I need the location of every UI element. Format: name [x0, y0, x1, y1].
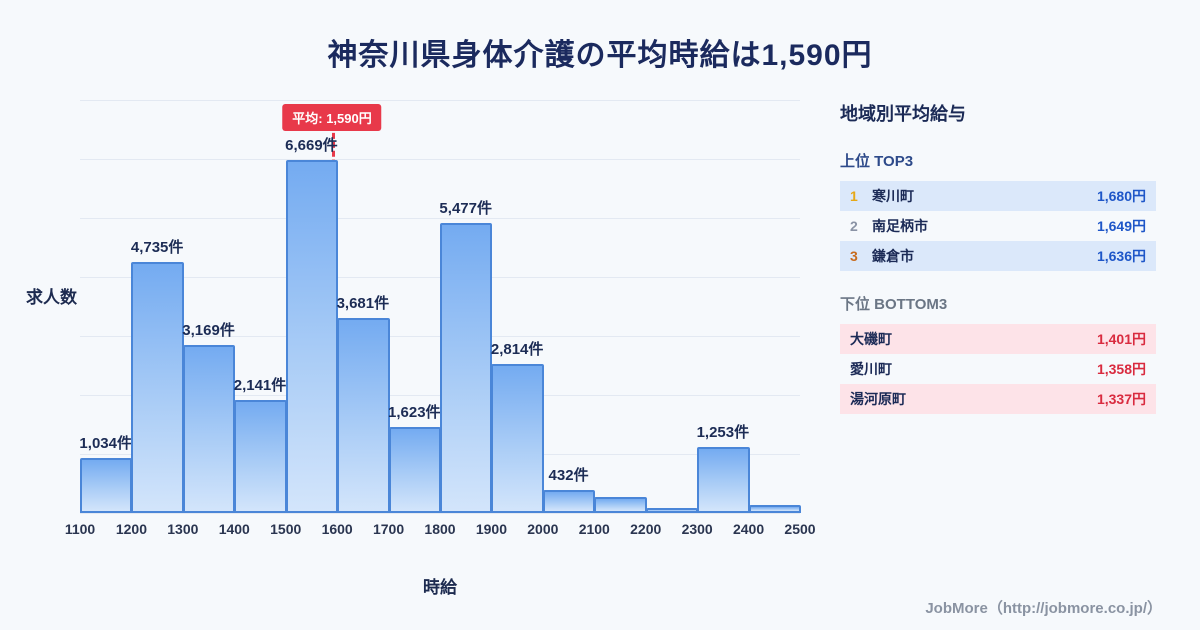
bar-value-label: 1,253件	[696, 423, 750, 441]
bar-value-label: 4,735件	[130, 239, 184, 257]
histogram-bar	[285, 159, 339, 513]
histogram-bar	[594, 497, 647, 513]
histogram-bar	[234, 399, 287, 513]
region-name: 寒川町	[872, 188, 914, 204]
x-axis-ticks: 1100 1200 1300 1400 1500 1600 1700 1800 1900 2000…	[65, 521, 816, 541]
region-name: 愛川町	[850, 361, 892, 377]
histogram-bar	[80, 458, 133, 513]
gridline	[80, 218, 800, 219]
x-axis-label: 時給	[423, 578, 457, 597]
top3-heading: 上位 TOP3	[840, 153, 914, 170]
rank-number: 3	[850, 248, 858, 264]
x-tick-label: 2100	[578, 521, 610, 537]
top3-table: 1 寒川町 1,680円 2 南足柄市 1,649円 3 鎌倉市 1,636円	[840, 181, 1156, 271]
credit-text: JobMore（http://jobmore.co.jp/）	[925, 600, 1162, 617]
rank-table-row: 大磯町 1,401円	[840, 324, 1156, 354]
region-name: 南足柄市	[872, 218, 928, 234]
region-wage-value: 1,358円	[1096, 361, 1146, 377]
rank-table-row: 湯河原町 1,337円	[840, 384, 1156, 414]
plot-area: 平均: 1,590円 1,034件 4,735件 3,169件 2,141件 6,669…	[79, 100, 801, 514]
region-wage-value: 1,636円	[1096, 248, 1146, 264]
histogram-bar	[645, 508, 699, 513]
bar-value-label: 1,034件	[79, 435, 132, 453]
rank-number: 1	[850, 188, 858, 204]
bottom3-heading: 下位 BOTTOM3	[840, 296, 948, 313]
rank-number: 2	[850, 218, 858, 234]
region-salary-panel: 地域別平均給与 上位 TOP3 1 寒川町 1,680円 2 南足柄市 1,649円 3 鎌倉…	[840, 100, 1156, 414]
x-tick-label: 1100	[64, 521, 96, 537]
rank-table-row: 1 寒川町 1,680円	[840, 181, 1156, 211]
x-tick-label: 2500	[784, 521, 816, 537]
gridline	[80, 159, 800, 160]
x-tick-label: 1900	[475, 521, 507, 537]
histogram-bar	[542, 490, 596, 513]
x-tick-label: 1300	[167, 521, 199, 537]
x-tick-label: 2000	[527, 521, 559, 537]
bar-value-label: 3,169件	[182, 322, 235, 340]
bar-value-label: 2,814件	[490, 341, 544, 359]
gridline	[80, 100, 800, 101]
histogram-bar	[337, 318, 390, 513]
x-tick-label: 2300	[681, 521, 713, 537]
region-wage-value: 1,680円	[1096, 188, 1146, 204]
rank-table-row: 3 鎌倉市 1,636円	[840, 241, 1156, 271]
rank-table-row: 2 南足柄市 1,649円	[840, 211, 1156, 241]
region-wage-value: 1,649円	[1096, 218, 1146, 234]
x-tick-label: 1800	[424, 521, 456, 537]
region-name: 大磯町	[850, 331, 892, 347]
bar-value-label: 3,681件	[336, 295, 390, 313]
x-tick-label: 1600	[321, 521, 353, 537]
x-tick-label: 1500	[270, 521, 302, 537]
rank-table-row: 愛川町 1,358円	[840, 354, 1156, 384]
region-name: 湯河原町	[850, 391, 906, 407]
bar-value-label: 1,623件	[388, 404, 441, 422]
histogram-bar	[388, 427, 441, 513]
region-wage-value: 1,337円	[1096, 391, 1146, 407]
gridline	[80, 513, 800, 514]
x-tick-label: 2200	[630, 521, 662, 537]
histogram-bar	[182, 345, 236, 513]
bottom3-table: 大磯町 1,401円愛川町 1,358円湯河原町 1,337円	[840, 324, 1156, 414]
bar-value-label: 5,477件	[439, 200, 492, 217]
histogram-bar	[491, 364, 544, 513]
region-name: 鎌倉市	[872, 248, 914, 264]
page-title: 神奈川県身体介護の平均時給は1,590円	[327, 39, 873, 72]
bar-value-label: 6,669件	[285, 136, 338, 154]
region-wage-value: 1,401円	[1096, 331, 1146, 347]
x-tick-label: 1700	[372, 521, 405, 537]
bar-value-label: 2,141件	[233, 376, 287, 394]
x-tick-label: 1400	[218, 521, 250, 537]
histogram-bar	[131, 262, 184, 513]
x-tick-label: 1200	[115, 521, 147, 537]
histogram-bar	[697, 446, 750, 513]
histogram-bar	[440, 223, 493, 513]
y-axis-label: 求人数	[26, 288, 77, 307]
sidebar-title: 地域別平均給与	[840, 104, 966, 124]
histogram-bar	[748, 504, 801, 513]
average-badge: 平均: 1,590円	[282, 104, 382, 131]
bar-value-label: 432件	[548, 467, 589, 485]
x-tick-label: 2400	[732, 521, 765, 537]
